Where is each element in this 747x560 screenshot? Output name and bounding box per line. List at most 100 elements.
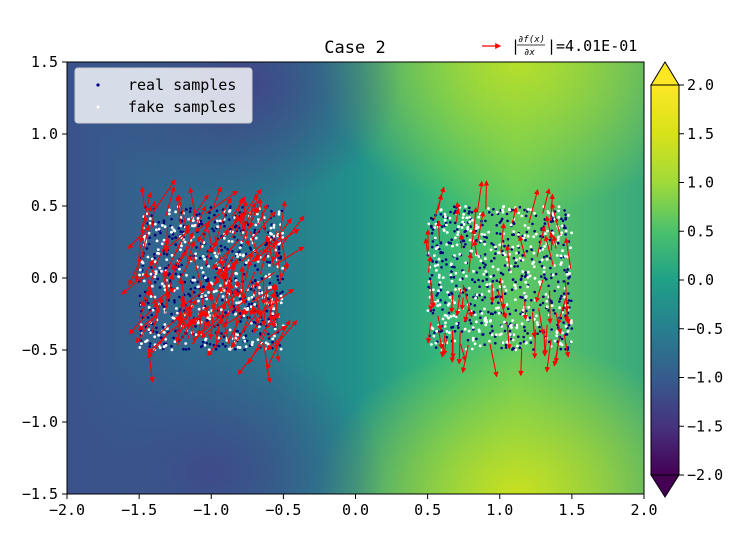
fake-sample-point [272, 226, 276, 229]
gradient-arrow [218, 261, 237, 279]
real-sample-point [566, 346, 570, 349]
gradient-arrow [425, 229, 431, 251]
real-sample-point [436, 292, 440, 295]
gradient-arrow [223, 298, 248, 318]
real-sample-point [503, 329, 507, 333]
fake-sample-point [511, 338, 515, 342]
real-sample-point [189, 207, 192, 210]
real-sample-point [514, 309, 518, 312]
fake-sample-point [514, 348, 518, 352]
fake-sample-point [272, 234, 276, 238]
real-sample-point [170, 344, 173, 348]
fake-sample-point [244, 345, 248, 348]
fake-sample-point [471, 218, 474, 222]
real-sample-point [153, 233, 157, 237]
real-sample-point [465, 234, 469, 238]
fake-sample-point [201, 271, 205, 274]
fake-sample-point [185, 273, 188, 277]
fake-sample-point [541, 248, 545, 251]
fake-sample-point [453, 254, 456, 257]
fake-sample-point [515, 326, 519, 330]
fake-sample-point [555, 254, 559, 257]
real-sample-point [473, 280, 477, 284]
fake-sample-point [194, 256, 198, 260]
real-sample-point [460, 223, 463, 227]
gradient-arrow [178, 255, 193, 283]
gradient-arrow [151, 238, 169, 273]
real-sample-point [433, 331, 436, 335]
real-sample-point [206, 277, 210, 281]
real-sample-point [435, 294, 438, 297]
real-sample-point [542, 295, 545, 299]
gradient-arrow [538, 308, 545, 335]
real-sample-point [528, 316, 532, 320]
gradient-arrow [164, 273, 175, 313]
y-axis: −1.5 −1.0 −0.5 0.0 0.5 1.0 1.5 [22, 53, 67, 503]
real-sample-point [540, 264, 544, 268]
fake-sample-point [446, 290, 450, 294]
fake-sample-point [443, 313, 447, 317]
fake-sample-point [544, 232, 547, 236]
fake-sample-point [163, 284, 166, 288]
real-sample-point [483, 266, 486, 269]
plot-area [67, 62, 644, 494]
fake-sample-point [566, 330, 570, 333]
fake-sample-point [203, 257, 207, 261]
fake-sample-point [176, 311, 179, 315]
fake-sample-point [465, 216, 469, 220]
real-sample-point [524, 238, 527, 242]
real-sample-point [492, 274, 496, 277]
real-sample-point [540, 275, 543, 278]
fake-sample-point [436, 246, 439, 249]
real-sample-point [187, 292, 190, 296]
fake-sample-point [475, 224, 478, 227]
real-sample-point [445, 336, 449, 339]
gradient-arrow [213, 186, 222, 207]
real-sample-point [153, 281, 157, 284]
fake-sample-point [472, 270, 475, 273]
fake-sample-point [273, 327, 277, 331]
fake-sample-point [509, 223, 513, 227]
real-sample-point [563, 268, 566, 272]
fake-sample-point [170, 230, 173, 234]
real-sample-point [524, 299, 527, 302]
fake-sample-point [487, 230, 490, 234]
gradient-arrow [237, 342, 264, 375]
fake-sample-point [454, 288, 457, 291]
gradient-arrow [522, 301, 529, 321]
real-sample-point [491, 312, 494, 316]
fake-sample-point [524, 280, 528, 284]
fake-sample-point [438, 281, 442, 284]
fake-sample-point [273, 334, 276, 338]
fake-sample-point [227, 239, 231, 243]
fake-sample-point [236, 255, 240, 258]
fake-sample-point [463, 327, 467, 331]
fake-sample-point [269, 226, 273, 230]
gradient-arrow [138, 213, 146, 243]
gradient-arrow [273, 296, 280, 330]
real-sample-point [430, 226, 433, 229]
fake-sample-point [153, 260, 157, 264]
gradient-arrow [207, 229, 215, 253]
gradient-arrow [449, 294, 455, 314]
real-sample-point [281, 290, 284, 294]
fake-sample-point [456, 233, 460, 237]
fake-sample-point [505, 258, 509, 262]
real-sample-point [522, 335, 525, 339]
real-sample-point [567, 323, 571, 327]
gradient-arrow [227, 263, 235, 293]
fake-sample-point [544, 293, 548, 296]
colorbar-tick-label: 0.0 [687, 271, 714, 289]
fake-sample-point [237, 294, 241, 298]
gradient-arrow [266, 338, 282, 370]
fake-sample-point [160, 269, 163, 273]
real-sample-point [438, 247, 441, 251]
annotation-denominator: ∂x [524, 48, 535, 58]
fake-sample-point [256, 338, 260, 342]
real-sample-point [568, 275, 571, 279]
fake-sample-point [533, 212, 536, 215]
y-tick-label: −1.5 [22, 485, 58, 503]
gradient-arrow [198, 221, 211, 252]
real-sample-point [197, 224, 201, 228]
gradient-arrow [225, 216, 243, 232]
